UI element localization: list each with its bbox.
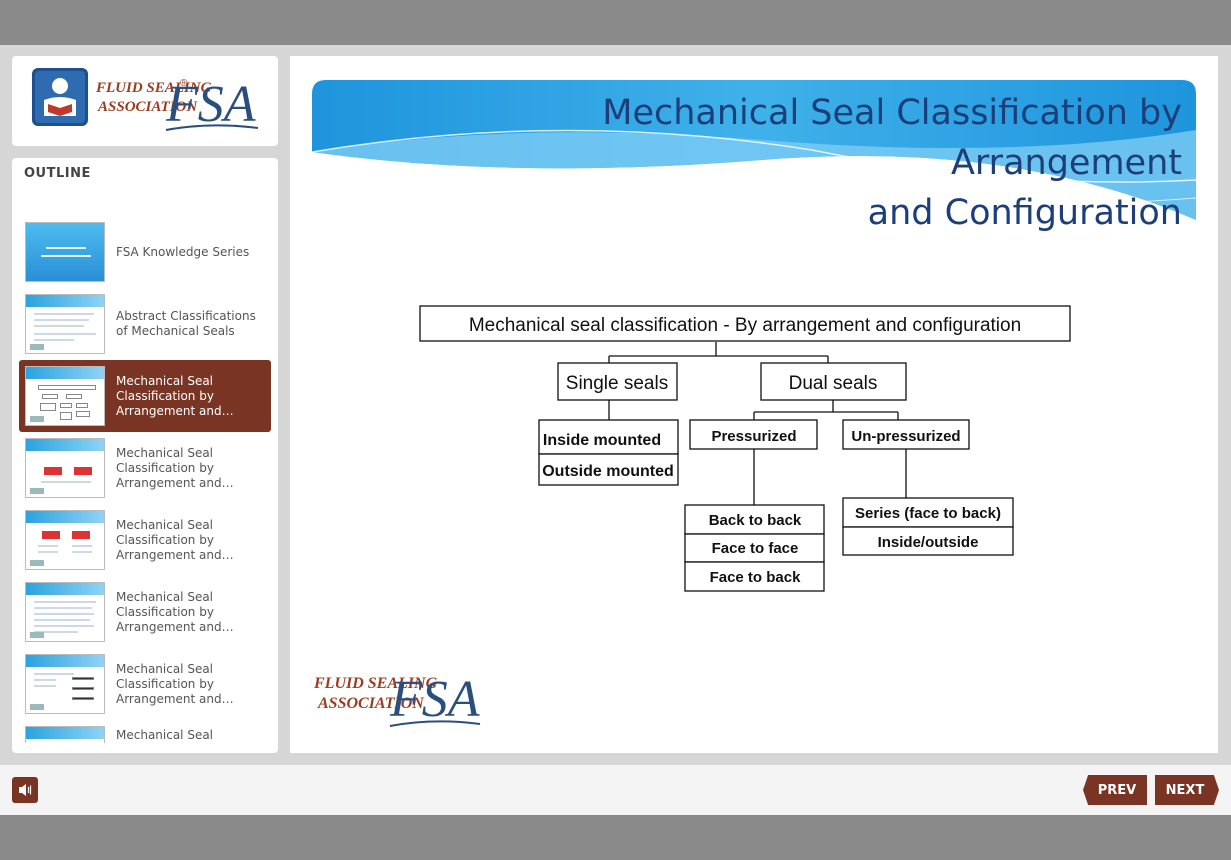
outline-item-label: FSA Knowledge Series (116, 244, 250, 259)
face-to-face-label: Face to face (712, 540, 799, 557)
outline-panel: OUTLINE FSA Knowledge Series Abstract Cl… (12, 158, 278, 753)
audio-toggle-button[interactable] (12, 777, 38, 803)
inside-outside-node (842, 526, 1014, 556)
slide-thumbnail (25, 438, 105, 498)
inside-outside-label: Inside/outside (878, 534, 979, 551)
outline-item[interactable]: Mechanical Seal Classification by Arrang… (19, 504, 271, 576)
logo-line1: FLUID SEALING (95, 80, 212, 96)
outline-item-label: Mechanical Seal Classification by Arrang… (116, 517, 222, 562)
slide-header-wave (312, 80, 1196, 220)
slide-thumbnail (25, 222, 105, 282)
slide-thumbnail (25, 294, 105, 354)
unpressurized-label: Un-pressurized (851, 428, 960, 445)
footer-fsa-logo: FLUID SEALING ASSOCIATION FSA (314, 671, 481, 728)
bottom-toolbar (0, 765, 1231, 815)
slide-title: Mechanical Seal Classification by Arrang… (362, 88, 1182, 238)
series-label: Series (face to back) (855, 505, 1001, 522)
outline-item[interactable]: Mechanical Seal Classification by Arrang… (19, 432, 271, 504)
face-to-back-label: Face to back (710, 569, 802, 586)
classification-diagram: Mechanical seal classification - By arra… (419, 305, 1071, 592)
logo-mark: FSA (165, 76, 256, 133)
face-to-face-node (684, 533, 825, 563)
pressurized-label: Pressurized (711, 428, 796, 445)
unpressurized-node (842, 419, 970, 450)
speaker-icon (19, 784, 32, 796)
slide-title-line1: Mechanical Seal Classification by Arrang… (602, 93, 1182, 183)
outline-item[interactable]: Mechanical Seal Classification by Arrang… (19, 576, 271, 648)
outline-item-label: Abstract Classifications of Mechanical S… (116, 309, 256, 338)
root-label: Mechanical seal classification - By arra… (469, 315, 1021, 336)
single-seals-label: Single seals (566, 373, 668, 394)
slide-thumbnail (25, 582, 105, 642)
outline-item-label: Mechanical Seal Classification by Arrang… (116, 589, 222, 634)
person-reading-icon (32, 68, 88, 126)
slide-thumbnail (25, 366, 105, 426)
outline-item-label: Mechanical Seal Classification by Arrang… (116, 373, 222, 418)
back-to-back-label: Back to back (709, 512, 802, 529)
dual-seals-label: Dual seals (789, 373, 878, 394)
outline-item[interactable]: Abstract Classifications of Mechanical S… (19, 288, 271, 360)
outline-item-label: Mechanical Seal Classification by Arrang… (116, 661, 222, 706)
outside-mounted-node (538, 453, 679, 486)
back-to-back-node (684, 504, 825, 535)
footer-logo-mark: FSA (389, 671, 480, 728)
pressurized-node (689, 419, 818, 450)
outline-item-active[interactable]: Mechanical Seal Classification by Arrang… (19, 360, 271, 432)
footer-logo-line1: FLUID SEALING (314, 675, 438, 692)
dual-seals-node (760, 362, 907, 401)
root-node (419, 305, 1071, 342)
outside-mounted-label: Outside mounted (542, 463, 674, 480)
outline-item-label: Mechanical Seal (116, 728, 214, 742)
inside-mounted-label: Inside mounted (543, 432, 661, 449)
prev-button[interactable]: PREV (1083, 775, 1147, 805)
outline-item[interactable]: Mechanical Seal (19, 720, 271, 743)
next-button[interactable]: NEXT (1155, 775, 1219, 805)
footer-logo-line2: ASSOCIATION (317, 695, 425, 712)
outline-list[interactable]: FSA Knowledge Series Abstract Classifica… (12, 216, 278, 743)
bottom-band (0, 815, 1231, 860)
outline-item[interactable]: Mechanical Seal Classification by Arrang… (19, 648, 271, 720)
outline-item-label: Mechanical Seal Classification by Arrang… (116, 445, 222, 490)
slide-thumbnail (25, 654, 105, 714)
top-band (0, 0, 1231, 45)
slide-canvas: Mechanical Seal Classification by Arrang… (290, 56, 1218, 753)
slide-title-line2: and Configuration (867, 193, 1182, 233)
fsa-logo: FLUID SEALING ASSOCIATION FSA ® (32, 68, 259, 133)
slide-thumbnail (25, 726, 105, 743)
outline-title: OUTLINE (24, 166, 91, 181)
face-to-back-node (684, 561, 825, 592)
logo-panel: FLUID SEALING ASSOCIATION FSA ® (12, 56, 278, 146)
single-seals-node (557, 362, 678, 401)
series-node (842, 497, 1014, 528)
logo-line2: ASSOCIATION (97, 99, 198, 115)
outline-item[interactable]: FSA Knowledge Series (19, 216, 271, 288)
logo-registered: ® (180, 78, 188, 89)
slide-thumbnail (25, 510, 105, 570)
